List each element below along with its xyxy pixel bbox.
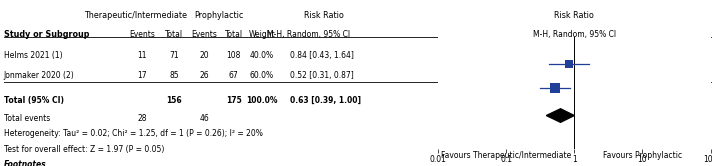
Polygon shape xyxy=(546,109,575,122)
Text: M-H, Random, 95% CI: M-H, Random, 95% CI xyxy=(533,30,616,39)
Text: Heterogeneity: Tau² = 0.02; Chi² = 1.25, df = 1 (P = 0.26); I² = 20%: Heterogeneity: Tau² = 0.02; Chi² = 1.25,… xyxy=(4,129,263,138)
Text: 40.0%: 40.0% xyxy=(250,51,274,60)
Text: 46: 46 xyxy=(199,114,209,123)
Text: 71: 71 xyxy=(169,51,179,60)
Text: Therapeutic/Intermediate: Therapeutic/Intermediate xyxy=(84,11,187,20)
Text: Risk Ratio: Risk Ratio xyxy=(554,11,595,20)
Text: 175: 175 xyxy=(226,96,241,105)
Text: 67: 67 xyxy=(229,71,239,80)
Text: 0.84 [0.43, 1.64]: 0.84 [0.43, 1.64] xyxy=(290,51,355,60)
Text: Risk Ratio: Risk Ratio xyxy=(304,11,344,20)
Text: 0.63 [0.39, 1.00]: 0.63 [0.39, 1.00] xyxy=(290,96,362,105)
Text: 28: 28 xyxy=(137,114,147,123)
Text: Favours Prophylactic: Favours Prophylactic xyxy=(603,151,682,160)
Text: Test for overall effect: Z = 1.97 (P = 0.05): Test for overall effect: Z = 1.97 (P = 0… xyxy=(4,145,164,154)
Text: Weight: Weight xyxy=(248,30,276,39)
Text: Prophylactic: Prophylactic xyxy=(194,11,244,20)
Text: 17: 17 xyxy=(137,71,147,80)
Text: 26: 26 xyxy=(199,71,209,80)
Text: M-H, Random, 95% CI: M-H, Random, 95% CI xyxy=(267,30,350,39)
Text: Total (95% CI): Total (95% CI) xyxy=(4,96,63,105)
Text: Events: Events xyxy=(130,30,155,39)
Text: 20: 20 xyxy=(199,51,209,60)
Text: Helms 2021 (1): Helms 2021 (1) xyxy=(4,51,62,60)
Text: Events: Events xyxy=(192,30,217,39)
Text: 108: 108 xyxy=(226,51,241,60)
Text: 156: 156 xyxy=(167,96,182,105)
Text: Total events: Total events xyxy=(4,114,50,123)
Text: Footnotes: Footnotes xyxy=(4,160,46,166)
Text: 85: 85 xyxy=(169,71,179,80)
Text: 60.0%: 60.0% xyxy=(250,71,274,80)
Text: 0.52 [0.31, 0.87]: 0.52 [0.31, 0.87] xyxy=(290,71,355,80)
Text: 100.0%: 100.0% xyxy=(246,96,278,105)
Text: Jonmaker 2020 (2): Jonmaker 2020 (2) xyxy=(4,71,74,80)
Text: Total: Total xyxy=(224,30,243,39)
Text: Favours Therapeutic/Intermediate: Favours Therapeutic/Intermediate xyxy=(441,151,571,160)
Text: Study or Subgroup: Study or Subgroup xyxy=(4,30,89,39)
Text: Total: Total xyxy=(165,30,184,39)
Text: 11: 11 xyxy=(137,51,147,60)
